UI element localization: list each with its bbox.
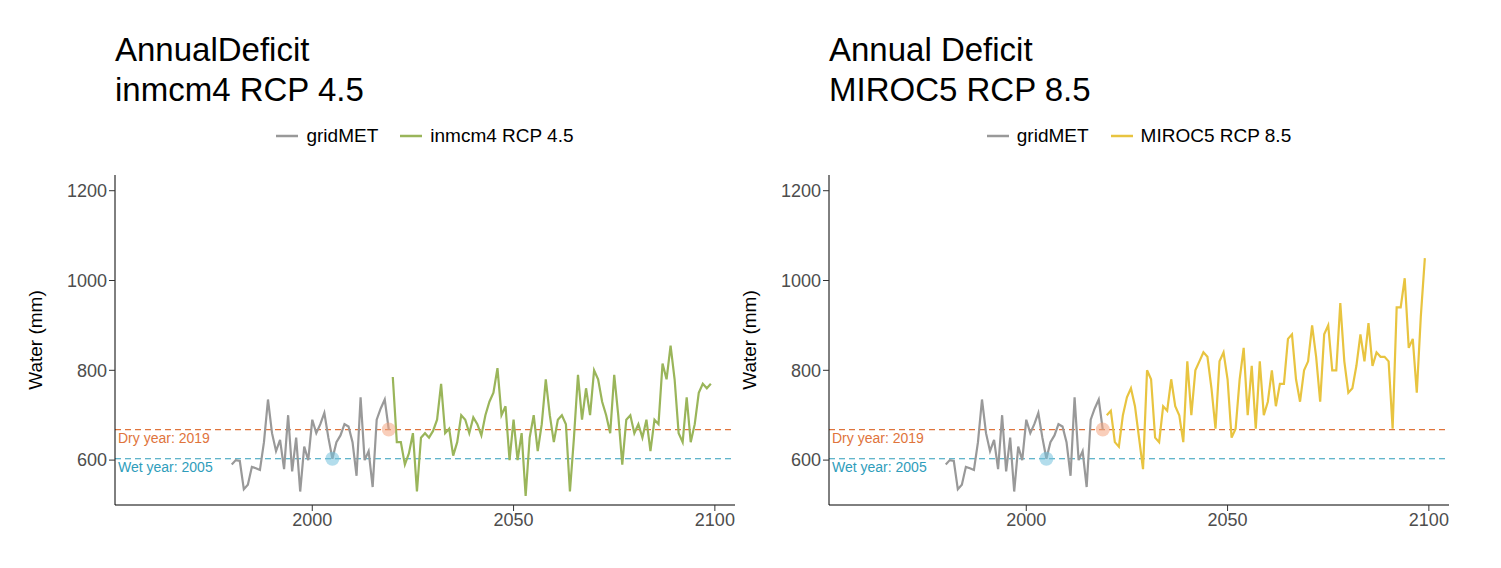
svg-text:1200: 1200 (67, 181, 107, 201)
svg-text:2050: 2050 (1208, 510, 1248, 530)
svg-text:2050: 2050 (494, 510, 534, 530)
html-text:MIROC5 RCP 8.5: MIROC5 RCP 8.5 (829, 71, 1091, 108)
svg-text:800: 800 (77, 361, 107, 381)
svg-text:2100: 2100 (1409, 510, 1449, 530)
html-text:gridMET: gridMET (1016, 125, 1089, 146)
svg-text:Dry year: 2019: Dry year: 2019 (118, 430, 210, 446)
html-text:gridMET: gridMET (306, 125, 379, 146)
svg-text:1000: 1000 (67, 271, 107, 291)
html-text:AnnualDeficit: AnnualDeficit (115, 31, 310, 68)
svg-text:2000: 2000 (1006, 510, 1046, 530)
svg-text:Water (mm): Water (mm) (25, 290, 46, 390)
svg-text:1000: 1000 (781, 271, 821, 291)
svg-text:Wet year: 2005: Wet year: 2005 (832, 459, 927, 475)
svg-text:1200: 1200 (781, 181, 821, 201)
svg-text:Dry year: 2019: Dry year: 2019 (832, 430, 924, 446)
html-text:Annual Deficit: Annual Deficit (829, 31, 1033, 68)
html-text:inmcm4 RCP 4.5: inmcm4 RCP 4.5 (115, 71, 364, 108)
svg-text:2000: 2000 (292, 510, 332, 530)
svg-text:Water (mm): Water (mm) (739, 290, 760, 390)
html-text:MIROC5 RCP 8.5: MIROC5 RCP 8.5 (1140, 125, 1292, 146)
html-text:inmcm4 RCP 4.5: inmcm4 RCP 4.5 (430, 125, 574, 146)
svg-text:600: 600 (791, 450, 821, 470)
svg-text:600: 600 (77, 450, 107, 470)
svg-text:Wet year: 2005: Wet year: 2005 (118, 459, 213, 475)
svg-text:800: 800 (791, 361, 821, 381)
svg-text:2100: 2100 (695, 510, 735, 530)
